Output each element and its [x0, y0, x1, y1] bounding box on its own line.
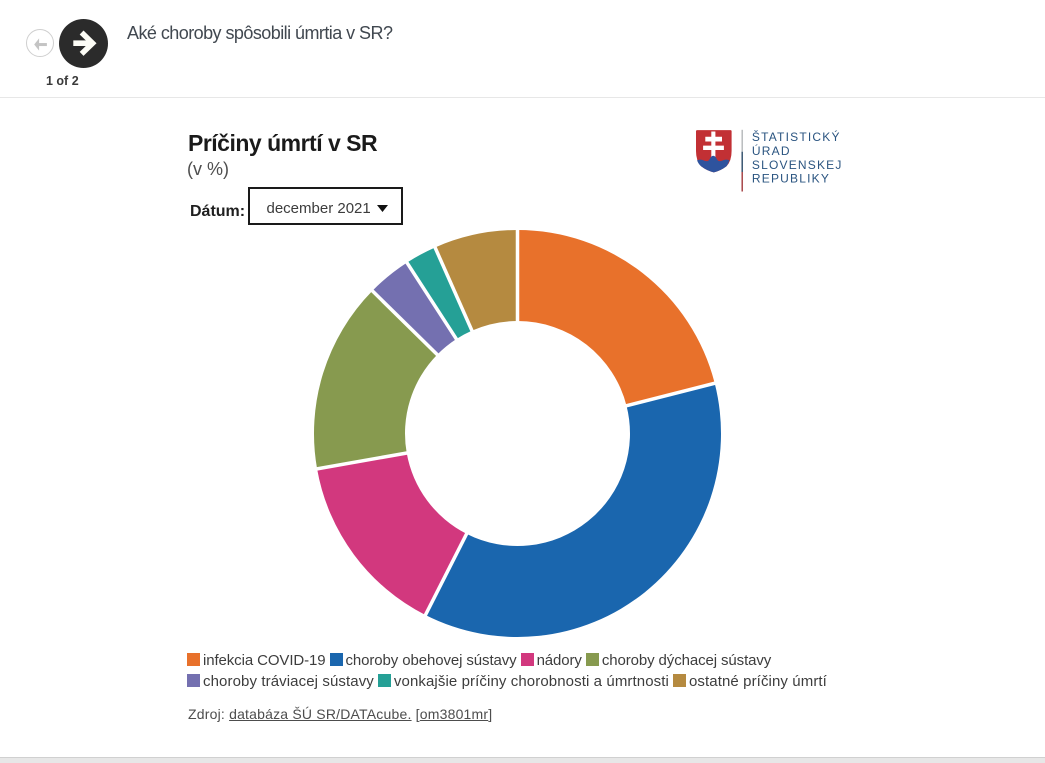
svg-text:ŠTATISTICKÝ: ŠTATISTICKÝ: [752, 129, 841, 144]
svg-text:REPUBLIKY: REPUBLIKY: [752, 172, 830, 186]
svg-text:ÚRAD: ÚRAD: [752, 143, 791, 158]
svg-text:SLOVENSKEJ: SLOVENSKEJ: [752, 158, 843, 172]
